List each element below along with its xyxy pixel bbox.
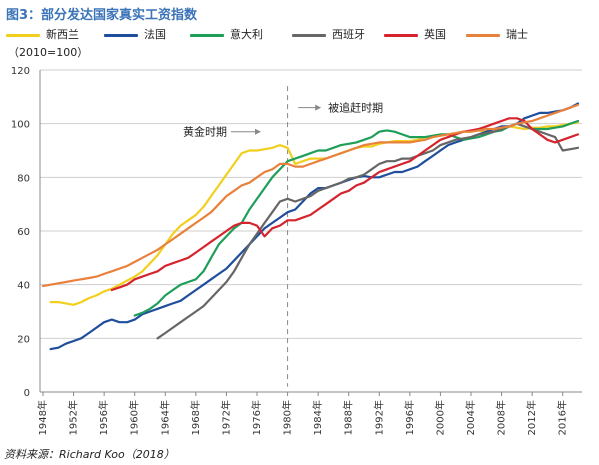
x-tick-label: 1988年 [342, 400, 355, 435]
legend-item-france: 法国 [104, 26, 166, 42]
y-tick-label: 20 [17, 334, 30, 345]
legend-label: 西班牙 [332, 28, 365, 41]
x-tick-label: 1968年 [189, 400, 202, 435]
annotation-catchup-period: 被追赶时期 [328, 101, 383, 115]
chart-title: 图3：部分发达国家真实工资指数 [6, 8, 198, 23]
x-tick-label: 1984年 [311, 400, 324, 435]
legend-item-uk: 英国 [384, 26, 446, 42]
x-tick-label: 1976年 [250, 400, 263, 435]
legend-swatch [104, 33, 138, 37]
legend-swatch [6, 33, 40, 37]
x-tick-label: 1948年 [36, 400, 49, 435]
legend: 新西兰 法国 意大利 西班牙 英国 瑞士 [0, 26, 599, 46]
legend-label: 意大利 [230, 28, 263, 41]
x-tick-label: 2016年 [556, 400, 569, 435]
x-tick-label: 2012年 [525, 400, 538, 435]
arrow-head-icon [255, 128, 261, 135]
y-tick-label: 120 [11, 66, 30, 77]
legend-label: 新西兰 [46, 28, 79, 41]
x-tick-label: 1960年 [128, 400, 141, 435]
x-tick-label: 1964年 [158, 400, 171, 435]
y-tick-label: 80 [17, 173, 30, 184]
x-tick-label: 1952年 [67, 400, 80, 435]
y-tick-label: 0 [24, 388, 30, 399]
x-tick-label: 2004年 [464, 400, 477, 435]
series-line [49, 121, 580, 306]
legend-swatch [384, 33, 418, 37]
legend-swatch [466, 33, 500, 37]
x-tick-label: 1972年 [219, 400, 232, 435]
x-tick-label: 1996年 [403, 400, 416, 435]
legend-label: 英国 [424, 28, 446, 41]
y-tick-label: 100 [11, 120, 30, 131]
legend-label: 法国 [144, 28, 166, 41]
x-tick-label: 2008年 [495, 400, 508, 435]
y-tick-label: 40 [17, 281, 30, 292]
arrow-head-icon [315, 104, 322, 111]
y-axis-unit: （2010=100） [8, 46, 89, 59]
source-note: 资料来源：Richard Koo（2018） [4, 448, 175, 461]
y-tick-label: 60 [17, 227, 30, 238]
legend-item-spain: 西班牙 [292, 26, 365, 42]
series-line [41, 103, 580, 288]
legend-swatch [292, 33, 326, 37]
annotation-golden-period: 黄金时期 [183, 125, 227, 139]
x-tick-label: 1980年 [281, 400, 294, 435]
series-line [49, 102, 580, 351]
legend-item-switzerland: 瑞士 [466, 26, 528, 42]
legend-swatch [190, 33, 224, 37]
x-tick-label: 2000年 [433, 400, 446, 435]
x-tick-label: 1992年 [372, 400, 385, 435]
legend-item-nz: 新西兰 [6, 26, 79, 42]
x-tick-label: 1956年 [97, 400, 110, 435]
legend-item-italy: 意大利 [190, 26, 263, 42]
legend-label: 瑞士 [506, 28, 528, 41]
series-line [110, 117, 580, 292]
